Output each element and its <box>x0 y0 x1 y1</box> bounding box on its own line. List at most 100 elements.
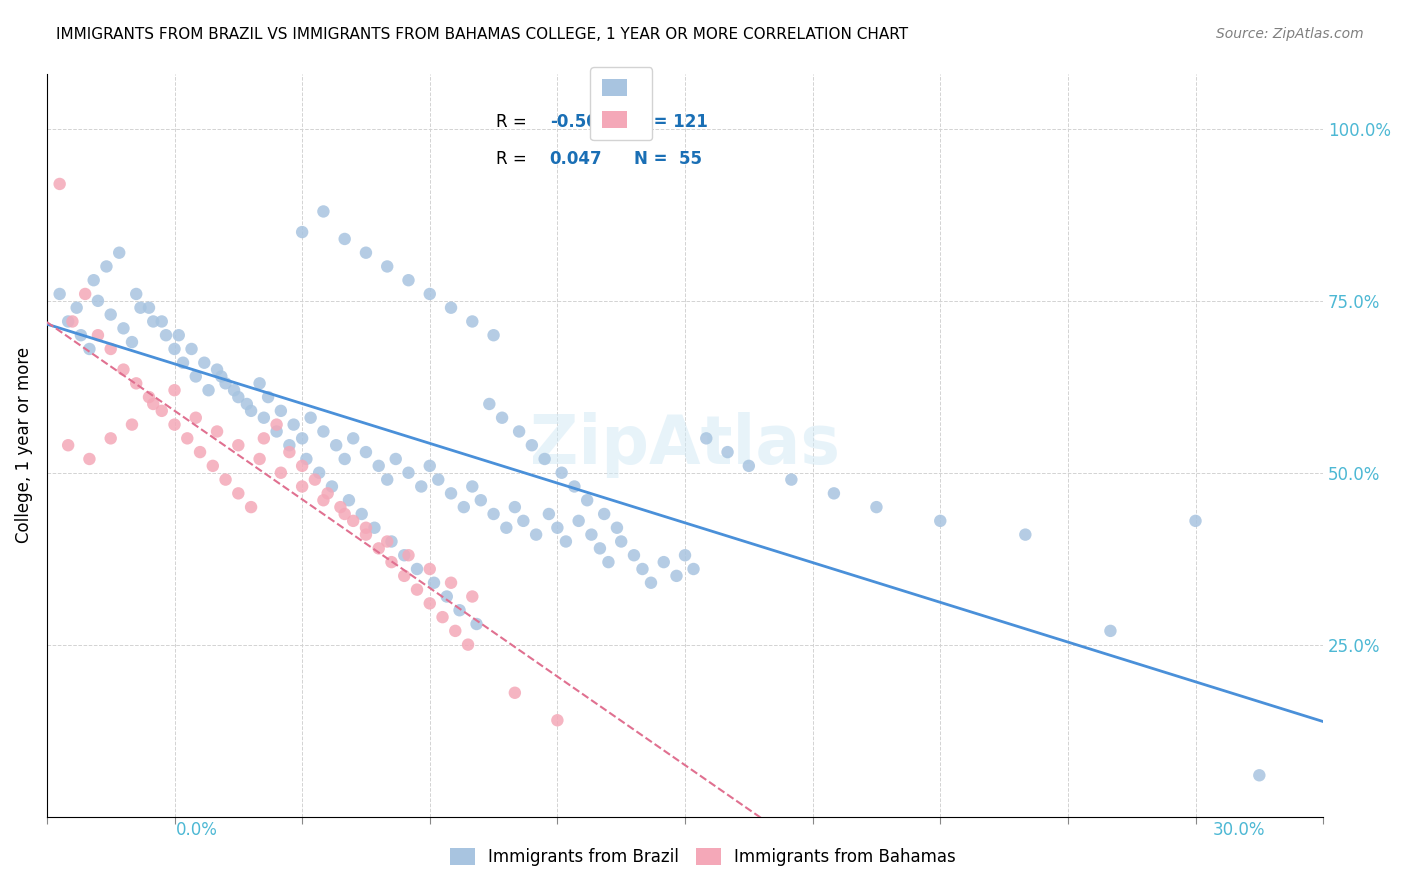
Point <box>375 534 398 549</box>
Point <box>665 569 688 583</box>
Point <box>79 342 101 356</box>
Point <box>321 479 343 493</box>
Point <box>398 548 420 562</box>
Point <box>354 445 377 459</box>
Legend: Immigrants from Brazil, Immigrants from Bahamas: Immigrants from Brazil, Immigrants from … <box>441 840 965 875</box>
Point <box>333 507 356 521</box>
Text: IMMIGRANTS FROM BRAZIL VS IMMIGRANTS FROM BAHAMAS COLLEGE, 1 YEAR OR MORE CORREL: IMMIGRANTS FROM BRAZIL VS IMMIGRANTS FRO… <box>56 27 908 42</box>
Point <box>129 301 152 315</box>
Point <box>533 452 555 467</box>
Text: ZipAtlas: ZipAtlas <box>530 412 839 478</box>
Point <box>197 383 219 397</box>
Point <box>406 562 429 576</box>
Point <box>266 417 288 432</box>
Point <box>112 362 135 376</box>
Text: R =: R = <box>496 151 537 169</box>
Point <box>342 514 364 528</box>
Point <box>457 638 479 652</box>
Point <box>1014 527 1036 541</box>
Point <box>188 445 211 459</box>
Point <box>550 466 572 480</box>
Point <box>291 458 314 473</box>
Point <box>461 314 484 328</box>
Point <box>436 590 458 604</box>
Text: Source: ZipAtlas.com: Source: ZipAtlas.com <box>1216 27 1364 41</box>
Point <box>205 425 228 439</box>
Point <box>209 369 232 384</box>
Point <box>75 287 97 301</box>
Point <box>87 328 110 343</box>
Point <box>394 569 416 583</box>
Text: -0.506: -0.506 <box>550 113 609 131</box>
Point <box>461 479 484 493</box>
Point <box>56 438 79 452</box>
Point <box>593 507 616 521</box>
Point <box>96 260 118 274</box>
Point <box>524 527 547 541</box>
Point <box>125 287 148 301</box>
Point <box>125 376 148 391</box>
Point <box>375 260 398 274</box>
Point <box>350 507 373 521</box>
Point <box>427 473 450 487</box>
Text: N = 121: N = 121 <box>634 113 707 131</box>
Point <box>503 686 526 700</box>
Point <box>236 397 259 411</box>
Point <box>283 417 305 432</box>
Point <box>419 596 441 610</box>
Point <box>62 314 84 328</box>
Point <box>495 521 517 535</box>
Point <box>184 410 207 425</box>
Point <box>142 397 165 411</box>
Point <box>56 314 79 328</box>
Point <box>384 452 406 467</box>
Point <box>291 431 314 445</box>
Point <box>270 404 292 418</box>
Point <box>520 438 543 452</box>
Point <box>449 603 471 617</box>
Point <box>589 541 612 556</box>
Point <box>278 445 301 459</box>
Point <box>253 410 276 425</box>
Text: N =  55: N = 55 <box>634 151 702 169</box>
Point <box>138 301 160 315</box>
Point <box>228 390 250 404</box>
Point <box>738 458 761 473</box>
Point <box>576 493 599 508</box>
Point <box>121 417 143 432</box>
Point <box>394 548 416 562</box>
Point <box>66 301 89 315</box>
Point <box>568 514 591 528</box>
Point <box>470 493 492 508</box>
Point <box>329 500 352 515</box>
Point <box>295 452 318 467</box>
Point <box>1249 768 1271 782</box>
Point <box>406 582 429 597</box>
Point <box>367 541 389 556</box>
Point <box>100 431 122 445</box>
Point <box>380 534 402 549</box>
Point <box>865 500 887 515</box>
Point <box>554 534 576 549</box>
Point <box>398 273 420 287</box>
Point <box>823 486 845 500</box>
Point <box>108 245 131 260</box>
Point <box>163 417 186 432</box>
Point <box>631 562 654 576</box>
Point <box>342 431 364 445</box>
Point <box>482 328 505 343</box>
Point <box>48 287 70 301</box>
Point <box>312 425 335 439</box>
Point <box>546 521 568 535</box>
Point <box>291 479 314 493</box>
Point <box>398 466 420 480</box>
Point <box>163 342 186 356</box>
Point <box>333 452 356 467</box>
Point <box>299 410 322 425</box>
Point <box>1184 514 1206 528</box>
Point <box>440 301 463 315</box>
Point <box>257 390 280 404</box>
Point <box>465 617 488 632</box>
Point <box>716 445 738 459</box>
Point <box>333 232 356 246</box>
